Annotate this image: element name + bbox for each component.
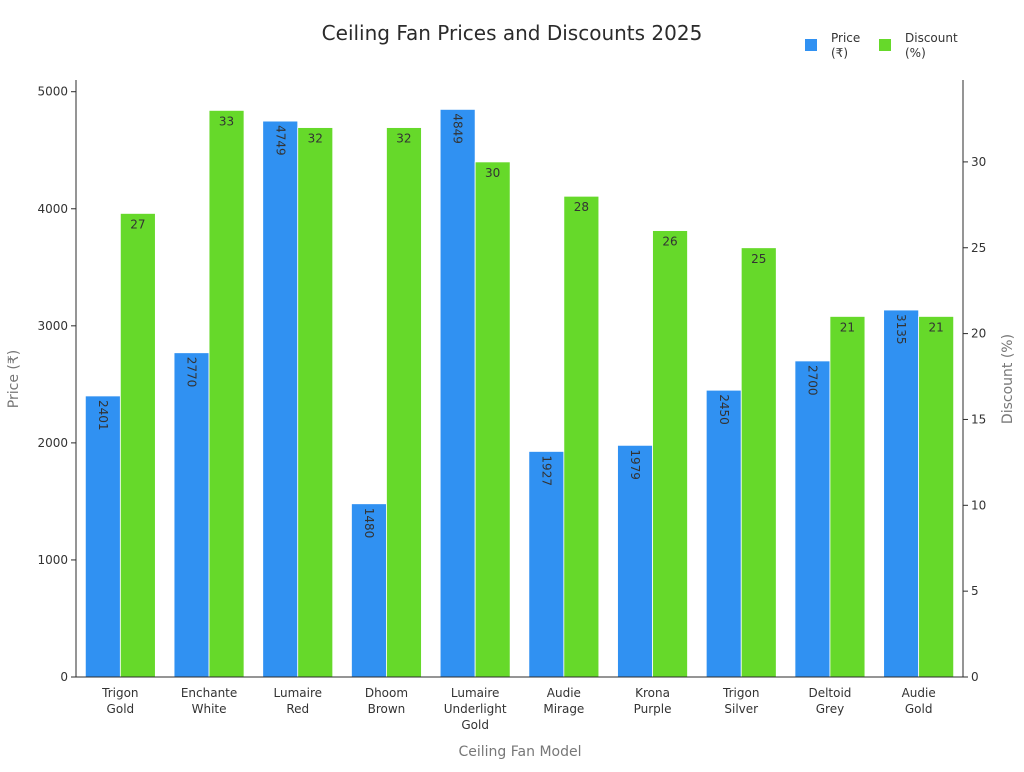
x-tick-label: Gold: [107, 702, 135, 716]
price-bar-label: 1979: [628, 449, 642, 480]
legend-label-price: (₹): [831, 46, 848, 60]
y-right-tick-label: 15: [971, 412, 986, 426]
discount-bar-label: 27: [130, 217, 145, 231]
discount-bar: [918, 316, 955, 678]
discount-bar: [386, 127, 422, 678]
price-bar: [173, 352, 210, 678]
price-bar-label: 1927: [539, 455, 553, 486]
price-bar-label: 2770: [185, 357, 199, 388]
legend: Price(₹) Discount(%): [805, 31, 958, 60]
y-left-tick-label: 0: [60, 670, 68, 684]
x-tick-label: Krona: [635, 686, 670, 700]
x-tick-label: White: [192, 702, 227, 716]
y-right-tick-label: 30: [971, 155, 986, 169]
price-bar: [705, 389, 742, 678]
x-tick-label: Mirage: [543, 702, 584, 716]
discount-bar-label: 33: [219, 114, 234, 128]
price-bar-label: 4849: [451, 113, 465, 144]
discount-bar-label: 25: [751, 252, 766, 266]
y-axis-right-title: Discount (%): [1000, 334, 1016, 424]
legend-swatch-discount: [879, 39, 891, 51]
x-tick-label: Lumaire: [451, 686, 500, 700]
discount-bar: [119, 213, 156, 678]
discount-bar-label: 21: [840, 320, 855, 334]
x-tick-label: Trigon: [101, 686, 138, 700]
x-tick-label: Grey: [816, 702, 844, 716]
discount-bar-label: 28: [574, 200, 589, 214]
y-left-tick-label: 3000: [37, 319, 68, 333]
legend-swatch-price: [805, 39, 817, 51]
y-right-tick-label: 20: [971, 327, 986, 341]
discount-bar-label: 26: [662, 235, 677, 249]
y-right-tick-label: 0: [971, 670, 979, 684]
discount-bar-label: 32: [396, 132, 411, 146]
price-bar: [794, 360, 831, 678]
price-bar: [883, 309, 920, 678]
price-bar-label: 2700: [805, 365, 819, 396]
y-left-tick-label: 4000: [37, 202, 68, 216]
x-tick-label: Trigon: [722, 686, 759, 700]
y-axis-left-title: Price (₹): [6, 350, 22, 408]
price-bar: [617, 444, 653, 678]
x-tick-label: Lumaire: [273, 686, 322, 700]
legend-label-discount: (%): [905, 46, 926, 60]
axes-group: Trigon Gold Enchante White Lumaire Red Dhoom Br…: [37, 80, 986, 732]
x-tick-label: Deltoid: [808, 686, 851, 700]
x-tick-label: Brown: [368, 702, 406, 716]
chart-title: Ceiling Fan Prices and Discounts 2025: [322, 21, 703, 45]
x-tick-label: Gold: [461, 718, 489, 732]
y-right-tick-label: 5: [971, 584, 979, 598]
price-bar: [528, 451, 565, 678]
discount-bar: [829, 316, 866, 678]
discount-bar: [563, 195, 600, 678]
discount-bar-label: 21: [929, 320, 944, 334]
bars-group: 2401 27 2770 33 4749 32 1480 32 4849 30 1927 28 1979…: [84, 108, 955, 678]
price-bar-label: 2450: [717, 394, 731, 425]
x-tick-label: Red: [286, 702, 309, 716]
discount-bar: [208, 109, 245, 678]
y-right-tick-label: 10: [971, 498, 986, 512]
x-tick-label: Purple: [634, 702, 672, 716]
price-bar: [84, 395, 121, 678]
price-bar-label: 1480: [362, 508, 376, 539]
discount-bar: [652, 230, 688, 678]
discount-bar: [297, 127, 334, 678]
y-right-tick-label: 25: [971, 241, 986, 255]
discount-bar-label: 30: [485, 166, 500, 180]
y-left-tick-label: 5000: [37, 85, 68, 99]
y-left-tick-label: 1000: [37, 553, 68, 567]
discount-bar: [474, 161, 511, 678]
price-bar: [262, 120, 299, 678]
x-tick-label: Audie: [547, 686, 581, 700]
x-axis-title: Ceiling Fan Model: [459, 744, 582, 760]
x-tick-label: Dhoom: [365, 686, 408, 700]
x-tick-label: Underlight: [444, 702, 507, 716]
x-tick-label: Silver: [724, 702, 758, 716]
price-bar-label: 2401: [96, 400, 110, 431]
y-left-tick-label: 2000: [37, 436, 68, 450]
x-tick-label: Gold: [905, 702, 933, 716]
x-tick-label: Enchante: [181, 686, 237, 700]
legend-label-discount: Discount: [905, 31, 958, 45]
price-bar-label: 4749: [273, 125, 287, 156]
price-bar: [439, 108, 476, 678]
discount-bar-label: 32: [308, 132, 323, 146]
price-bar: [351, 503, 387, 678]
x-tick-label: Audie: [902, 686, 936, 700]
legend-label-price: Price: [831, 31, 860, 45]
price-bar-label: 3135: [894, 314, 908, 345]
discount-bar: [740, 247, 777, 678]
